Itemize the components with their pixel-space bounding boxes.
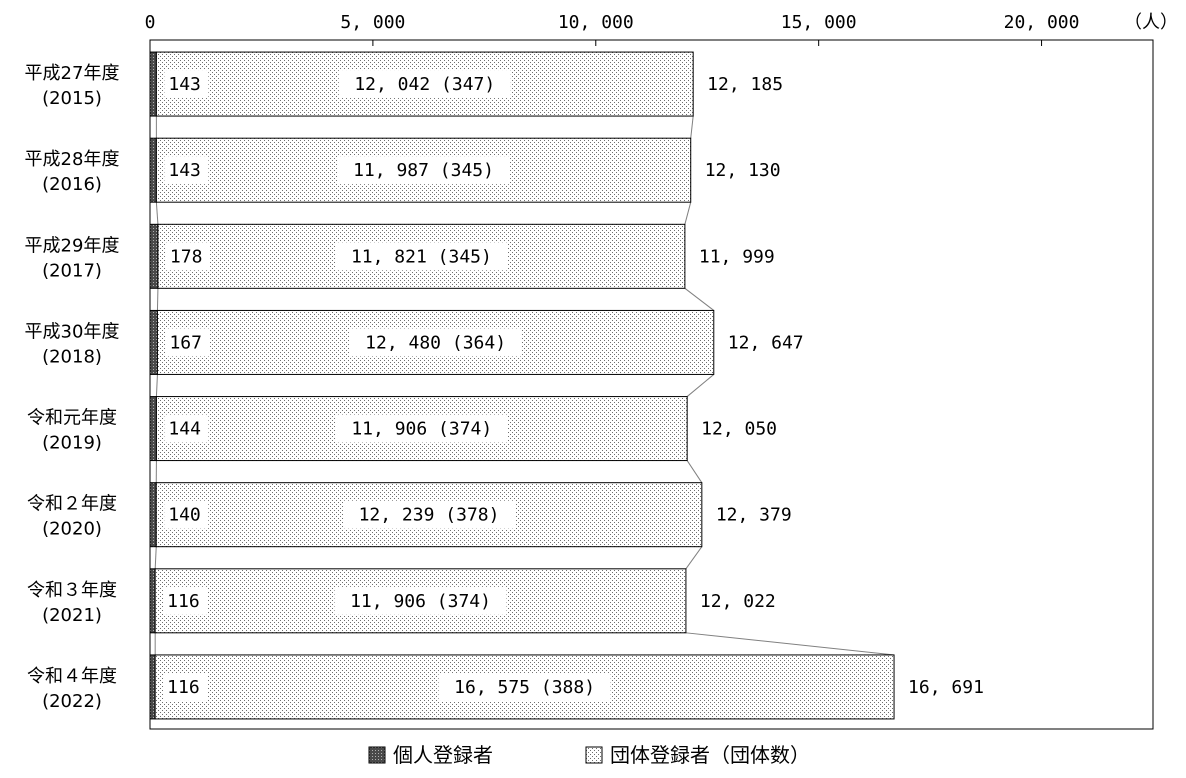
total-value-label: 16, 691 — [908, 677, 984, 698]
series-line-total — [684, 287, 715, 311]
x-tick-label: 20, 000 — [1004, 12, 1080, 33]
series-line-total — [685, 546, 703, 570]
x-tick-label: 15, 000 — [781, 12, 857, 33]
plot-frame — [149, 39, 1154, 730]
individual-value-label: 167 — [169, 332, 202, 353]
x-tick-label: 5, 000 — [340, 12, 405, 33]
individual-value-label: 144 — [168, 419, 201, 440]
labels-group: 143 12, 042 (347) 12, 185 平成27年度 (2015) 143 11… — [25, 63, 984, 712]
bar-individual — [149, 396, 157, 462]
axes-group: 0 5, 000 10, 000 15, 000 20, 000 （人） — [145, 12, 1178, 730]
individual-label-bg — [164, 70, 209, 99]
bar-individual — [149, 654, 156, 720]
series-line-total — [685, 632, 895, 656]
individual-value-label: 143 — [168, 74, 201, 95]
x-tick-label: 10, 000 — [558, 12, 634, 33]
group-value-label: 11, 821 (345) — [351, 246, 492, 267]
category-label: 平成27年度 — [25, 63, 120, 84]
individual-label-bg — [164, 156, 209, 185]
group-label-bg — [337, 156, 510, 185]
legend-label-group: 団体登録者（団体数） — [610, 743, 810, 767]
bar-individual — [149, 568, 156, 634]
category-label: 令和元年度 — [27, 408, 117, 429]
individual-label-bg — [163, 672, 208, 701]
individual-value-label: 178 — [170, 246, 203, 267]
category-year-label: (2018) — [42, 346, 102, 367]
series-line-total — [686, 374, 715, 397]
individual-label-bg — [165, 328, 210, 357]
category-year-label: (2020) — [42, 519, 102, 540]
individual-value-label: 116 — [167, 677, 200, 698]
total-value-label: 12, 647 — [728, 332, 804, 353]
individual-value-label: 116 — [167, 591, 200, 612]
legend-swatch-individual — [368, 746, 386, 764]
unit-label: （人） — [1124, 12, 1178, 33]
total-value-label: 12, 379 — [716, 505, 792, 526]
individual-value-label: 143 — [168, 160, 201, 181]
category-year-label: (2015) — [42, 88, 102, 109]
total-value-label: 12, 185 — [707, 74, 783, 95]
bars-group — [149, 51, 895, 720]
group-value-label: 12, 239 (378) — [359, 505, 500, 526]
group-label-bg — [335, 414, 508, 443]
group-label-bg — [343, 500, 516, 529]
bar-individual — [149, 223, 159, 289]
series-line-individual — [155, 374, 158, 397]
group-label-bg — [334, 586, 507, 615]
individual-label-bg — [165, 242, 210, 271]
individual-label-bg — [164, 500, 209, 529]
total-value-label: 12, 022 — [700, 591, 776, 612]
group-value-label: 12, 480 (364) — [365, 332, 506, 353]
category-label: 令和４年度 — [27, 666, 117, 687]
series-line-individual — [155, 202, 159, 225]
bar-individual — [149, 137, 157, 203]
bar-individual — [149, 482, 157, 548]
series-line-total — [686, 460, 703, 483]
group-value-label: 12, 042 (347) — [354, 74, 495, 95]
bar-individual — [149, 51, 157, 117]
individual-label-bg — [163, 586, 208, 615]
series-line-total — [684, 202, 692, 225]
x-tick-label: 0 — [145, 12, 156, 33]
total-value-label: 12, 130 — [705, 160, 781, 181]
category-label: 令和３年度 — [27, 580, 117, 601]
category-label: 平成30年度 — [25, 321, 120, 342]
category-year-label: (2022) — [42, 691, 102, 712]
group-label-bg — [349, 328, 522, 357]
total-value-label: 12, 050 — [701, 419, 777, 440]
category-label: 平成29年度 — [25, 235, 120, 256]
group-value-label: 11, 987 (345) — [353, 160, 494, 181]
legend: 個人登録者 団体登録者（団体数） — [368, 743, 810, 767]
group-label-bg — [338, 70, 511, 99]
individual-value-label: 140 — [168, 505, 201, 526]
category-year-label: (2021) — [42, 605, 102, 626]
group-value-label: 16, 575 (388) — [454, 677, 595, 698]
series-line-individual — [154, 546, 157, 569]
group-label-bg — [438, 672, 611, 701]
legend-label-individual: 個人登録者 — [393, 743, 493, 767]
individual-label-bg — [164, 414, 209, 443]
group-value-label: 11, 906 (374) — [350, 591, 491, 612]
group-value-label: 11, 906 (374) — [351, 419, 492, 440]
series-line-total — [690, 116, 694, 139]
category-label: 平成28年度 — [25, 149, 120, 170]
total-value-label: 11, 999 — [699, 246, 775, 267]
series-lines — [154, 116, 895, 656]
category-year-label: (2019) — [42, 433, 102, 454]
category-year-label: (2017) — [42, 260, 102, 281]
category-label: 令和２年度 — [27, 494, 117, 515]
legend-swatch-group — [585, 746, 603, 764]
bar-individual — [149, 309, 158, 375]
group-label-bg — [335, 242, 508, 271]
category-year-label: (2016) — [42, 174, 102, 195]
